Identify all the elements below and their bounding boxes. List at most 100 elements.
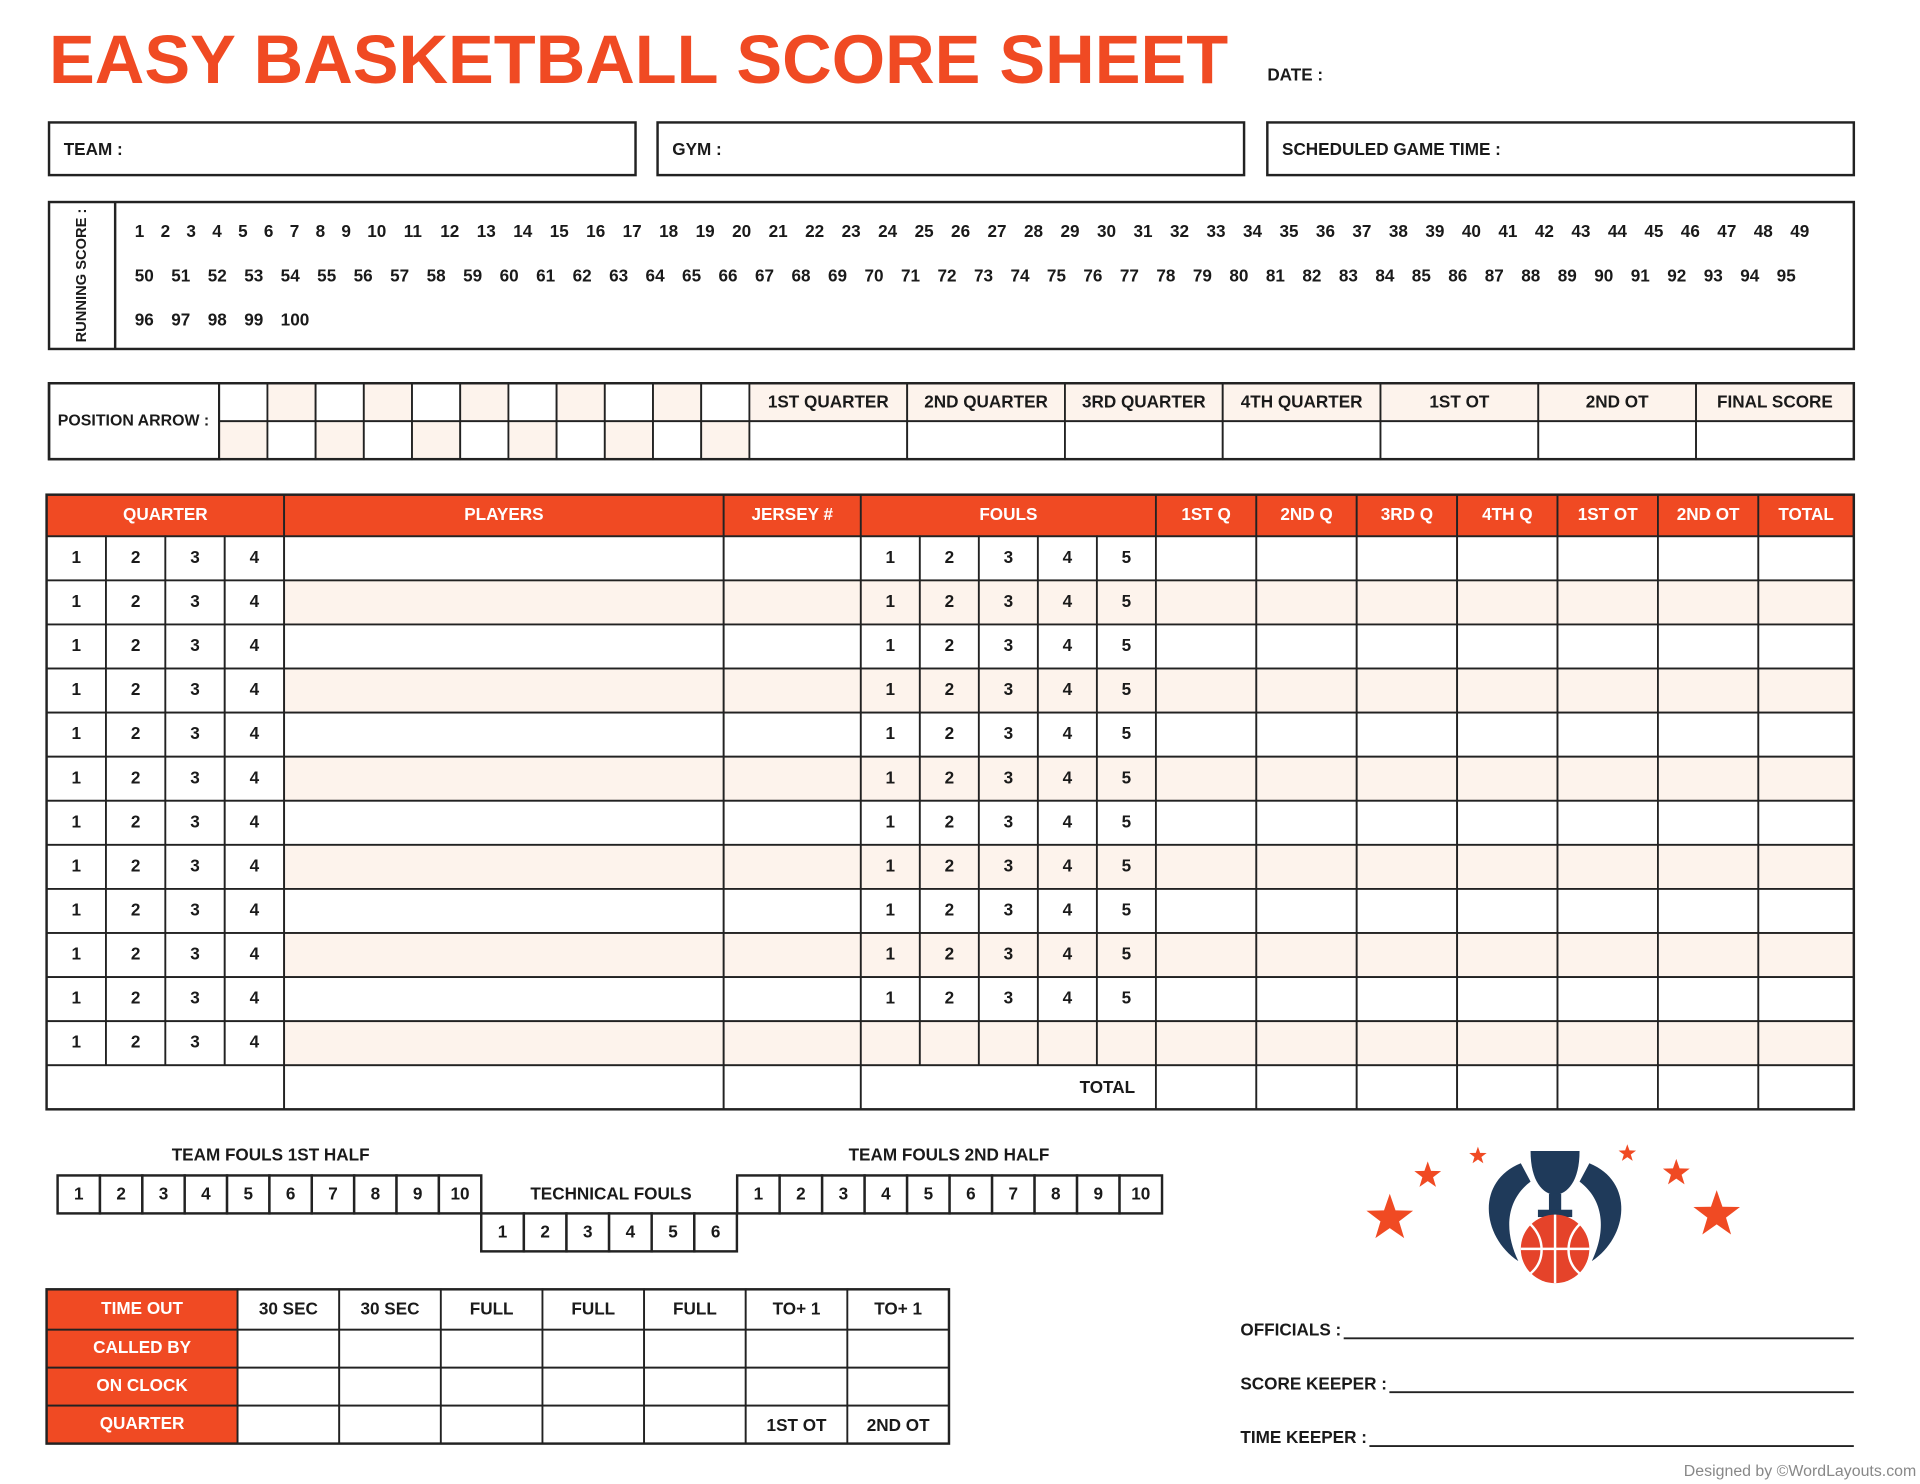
quarter-cell: [45, 932, 107, 979]
timeout-column: TO+ 1: [874, 1299, 922, 1319]
foul-number: 2: [945, 900, 955, 920]
fouls-label: TEAM FOULS 1ST HALF: [172, 1144, 370, 1164]
foul-cell: [977, 667, 1039, 714]
score-cell: [1456, 667, 1559, 714]
score-cell: [1757, 799, 1855, 846]
running-score-number: 35: [1279, 221, 1299, 241]
quarter-number: 2: [131, 900, 141, 920]
table-header: JERSEY #: [751, 504, 833, 524]
score-cell: [1154, 711, 1258, 758]
foul-box: [395, 1174, 441, 1215]
foul-number: 3: [1004, 591, 1014, 611]
foul-number: 2: [945, 811, 955, 831]
running-score-number: 80: [1229, 265, 1248, 285]
running-score-number: 33: [1206, 221, 1225, 241]
foul-box: [820, 1174, 866, 1215]
quarter-number: 3: [190, 811, 200, 831]
quarter-number: 1: [72, 679, 82, 699]
foul-cell: [918, 623, 980, 670]
fouls-label: TECHNICAL FOULS: [530, 1184, 691, 1204]
quarter-cell: [223, 888, 286, 934]
score-cell: [1355, 623, 1459, 670]
foul-box-number: 6: [711, 1222, 721, 1242]
running-score-number: 42: [1535, 221, 1554, 241]
running-score-number: 26: [951, 221, 970, 241]
running-score-number: 15: [550, 221, 570, 241]
score-cell: [1456, 535, 1559, 582]
running-score-number: 52: [208, 265, 227, 285]
quarter-number: 4: [250, 591, 260, 611]
score-cell: [1657, 976, 1760, 1023]
score-cell: [1255, 799, 1358, 846]
running-score-number: 88: [1521, 265, 1540, 285]
quarter-cell: [45, 711, 107, 758]
foul-cell: [1095, 932, 1157, 979]
running-score-number: 74: [1010, 265, 1030, 285]
table-header: QUARTER: [123, 504, 208, 524]
score-cell: [1657, 535, 1760, 582]
timeout-cell: [236, 1328, 341, 1369]
arrow-box: [218, 420, 269, 461]
timeout-cell: [643, 1328, 747, 1369]
jersey-cell: [722, 888, 862, 934]
running-score-number: 34: [1243, 221, 1263, 241]
quarter-cell: [223, 976, 286, 1023]
period-label: 2ND OT: [1586, 391, 1649, 411]
quarter-number: 4: [250, 811, 260, 831]
foul-cell: [859, 1020, 921, 1067]
player-cell: [283, 932, 725, 979]
timeout-border: [45, 1288, 951, 1445]
running-score-number: 71: [901, 265, 921, 285]
foul-cell: [918, 711, 980, 758]
timeout-cell: [744, 1404, 849, 1445]
jersey-cell: [722, 799, 862, 846]
foul-number: 3: [1004, 679, 1014, 699]
timeout-row-label: CALLED BY: [93, 1337, 192, 1357]
running-score-number: 73: [974, 265, 993, 285]
running-score-number: 10: [367, 221, 386, 241]
foul-number: 2: [945, 547, 955, 567]
score-cell: [1154, 799, 1258, 846]
jersey-cell: [722, 932, 862, 979]
quarter-cell: [105, 623, 167, 670]
timeout-cell: [236, 1404, 341, 1445]
quarter-number: 3: [190, 855, 200, 875]
score-cell: [1757, 888, 1855, 934]
timeout-cell: [541, 1404, 646, 1445]
running-score-number: 92: [1667, 265, 1686, 285]
quarter-cell: [164, 888, 226, 934]
signature-label: TIME KEEPER :: [1240, 1427, 1367, 1447]
foul-cell: [977, 932, 1039, 979]
table-header: 2ND OT: [1677, 504, 1740, 524]
table-header-cell: [1255, 493, 1358, 538]
foul-cell: [918, 843, 980, 890]
score-cell: [1456, 579, 1559, 626]
timeout-cell: [338, 1288, 442, 1331]
score-cell: [1556, 932, 1659, 979]
score-cell: [1657, 667, 1760, 714]
arrow-box: [507, 382, 558, 423]
running-score-number: 63: [609, 265, 628, 285]
score-cell: [1255, 667, 1358, 714]
foul-number: 1: [886, 944, 896, 964]
total-row-cell: [859, 1064, 1157, 1111]
arrow-box: [266, 382, 317, 423]
foul-cell: [1095, 535, 1157, 582]
score-cell: [1255, 535, 1358, 582]
foul-box-number: 4: [201, 1184, 211, 1204]
running-score-number: 11: [404, 221, 423, 241]
quarter-cell: [105, 755, 167, 802]
quarter-ot: 2ND OT: [867, 1415, 930, 1435]
running-score-number: 30: [1097, 221, 1116, 241]
quarter-cell: [45, 755, 107, 802]
running-score-number: 18: [659, 221, 678, 241]
table-header: 4TH Q: [1482, 504, 1532, 524]
position-arrow-label: POSITION ARROW :: [58, 412, 209, 429]
quarter-number: 2: [131, 679, 141, 699]
foul-number: 1: [886, 988, 896, 1008]
foul-number: 4: [1063, 855, 1073, 875]
signature-label: OFFICIALS :: [1240, 1319, 1341, 1339]
running-score-number: 67: [755, 265, 774, 285]
total-label: TOTAL: [1080, 1077, 1136, 1097]
jersey-cell: [722, 976, 862, 1023]
